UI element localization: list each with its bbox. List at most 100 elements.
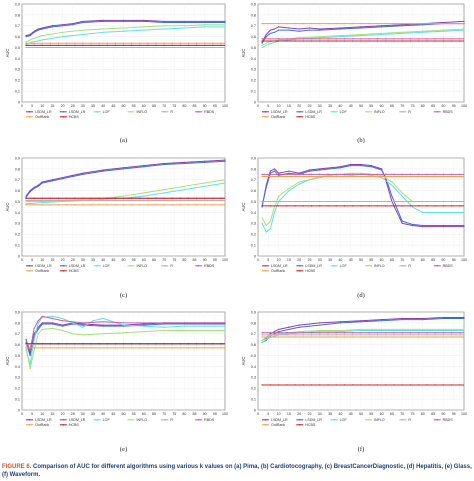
series-marker bbox=[298, 37, 300, 39]
series-marker bbox=[183, 329, 185, 332]
x-tick-label: 75 bbox=[411, 412, 415, 416]
series-marker bbox=[41, 202, 43, 204]
series-marker bbox=[319, 324, 321, 326]
series-marker bbox=[393, 38, 395, 40]
legend-marker bbox=[28, 111, 31, 113]
series-marker bbox=[183, 188, 185, 191]
series-marker bbox=[25, 204, 27, 206]
y-tick-label: 0.2 bbox=[251, 233, 256, 237]
series-marker bbox=[360, 175, 362, 178]
series-marker bbox=[51, 327, 54, 329]
series-marker bbox=[74, 44, 76, 47]
series-marker bbox=[329, 174, 331, 177]
series-marker bbox=[393, 175, 395, 178]
series-marker bbox=[261, 38, 263, 40]
series-marker bbox=[41, 181, 43, 183]
legend-marker bbox=[264, 424, 267, 426]
legend-label: LOF bbox=[340, 110, 348, 114]
panel-label: (a) bbox=[120, 137, 127, 144]
series-marker bbox=[122, 44, 125, 47]
x-tick-label: 5 bbox=[31, 258, 33, 262]
series-marker bbox=[298, 181, 300, 183]
series-marker bbox=[106, 204, 108, 206]
x-tick-label: 65 bbox=[390, 104, 394, 108]
series-marker bbox=[224, 21, 226, 24]
y-tick-label: 0 bbox=[18, 254, 20, 258]
series-marker bbox=[269, 200, 272, 203]
legend-marker bbox=[197, 111, 200, 113]
series-marker bbox=[310, 336, 313, 338]
legend-label: RBDS bbox=[443, 110, 454, 114]
series-marker bbox=[265, 36, 267, 38]
series-marker bbox=[442, 29, 444, 31]
legend-label: LOF bbox=[103, 264, 111, 268]
y-tick-label: 0.9 bbox=[251, 2, 256, 6]
series-marker bbox=[401, 329, 403, 332]
series-marker bbox=[269, 334, 272, 336]
series-marker bbox=[360, 336, 362, 338]
series-marker bbox=[224, 323, 226, 325]
series-marker bbox=[393, 22, 395, 25]
y-tick-label: 0.3 bbox=[15, 222, 20, 226]
series-marker bbox=[352, 38, 354, 40]
x-tick-label: 5 bbox=[267, 258, 269, 262]
series-marker bbox=[450, 40, 453, 42]
series-marker bbox=[90, 347, 92, 349]
series-marker bbox=[434, 173, 436, 176]
series-marker bbox=[62, 178, 64, 180]
series-marker bbox=[288, 328, 290, 331]
series-marker bbox=[376, 38, 379, 40]
series-marker bbox=[74, 46, 76, 49]
series-marker bbox=[49, 343, 52, 346]
legend-marker bbox=[62, 116, 65, 118]
legend-label: R bbox=[408, 264, 411, 268]
series-marker bbox=[122, 197, 125, 199]
series-marker bbox=[352, 40, 354, 42]
x-tick-label: 80 bbox=[421, 104, 425, 108]
series-marker bbox=[204, 21, 206, 24]
series-marker bbox=[368, 334, 370, 336]
series-line bbox=[25, 26, 225, 45]
legend-marker bbox=[197, 265, 200, 267]
series-marker bbox=[122, 332, 125, 334]
series-marker bbox=[360, 165, 362, 167]
series-marker bbox=[288, 29, 290, 31]
series-marker bbox=[277, 336, 280, 338]
x-tick-label: 60 bbox=[380, 412, 384, 416]
series-marker bbox=[102, 324, 104, 326]
series-marker bbox=[269, 175, 272, 178]
x-tick-label: 0 bbox=[257, 258, 259, 262]
y-axis-label: AUC bbox=[241, 49, 246, 58]
x-tick-label: 15 bbox=[287, 258, 291, 262]
series-marker bbox=[409, 40, 412, 42]
series-marker bbox=[25, 43, 27, 45]
chart-panel: 0 0.1 0.2 0.3 0.4 0.5 0.6 0.7 0.8 0.9 0 5 10 15 20 25 30… bbox=[5, 310, 228, 453]
series-marker bbox=[335, 40, 337, 42]
series-marker bbox=[442, 211, 444, 214]
series-marker bbox=[381, 328, 383, 331]
series-marker bbox=[273, 170, 276, 172]
series-marker bbox=[417, 38, 420, 40]
legend-label: R bbox=[170, 110, 173, 114]
series-marker bbox=[339, 331, 341, 333]
series-marker bbox=[220, 342, 222, 345]
x-tick-label: 55 bbox=[132, 104, 136, 108]
series-marker bbox=[82, 204, 84, 206]
series-marker bbox=[163, 342, 165, 345]
panel-label: (b) bbox=[357, 137, 365, 144]
series-marker bbox=[278, 26, 280, 28]
panel-label: (c) bbox=[120, 292, 127, 299]
series-marker bbox=[147, 197, 149, 199]
series-marker bbox=[450, 173, 453, 176]
series-marker bbox=[302, 336, 305, 338]
series-marker bbox=[450, 336, 453, 338]
y-tick-label: 0.4 bbox=[15, 211, 20, 215]
y-tick-label: 0.7 bbox=[15, 178, 20, 182]
series-marker bbox=[298, 30, 300, 32]
series-marker bbox=[385, 38, 387, 40]
series-marker bbox=[163, 323, 165, 325]
series-marker bbox=[335, 331, 337, 334]
y-tick-label: 0.5 bbox=[251, 200, 256, 204]
legend-label: LOF bbox=[340, 418, 348, 422]
series-marker bbox=[265, 231, 267, 233]
